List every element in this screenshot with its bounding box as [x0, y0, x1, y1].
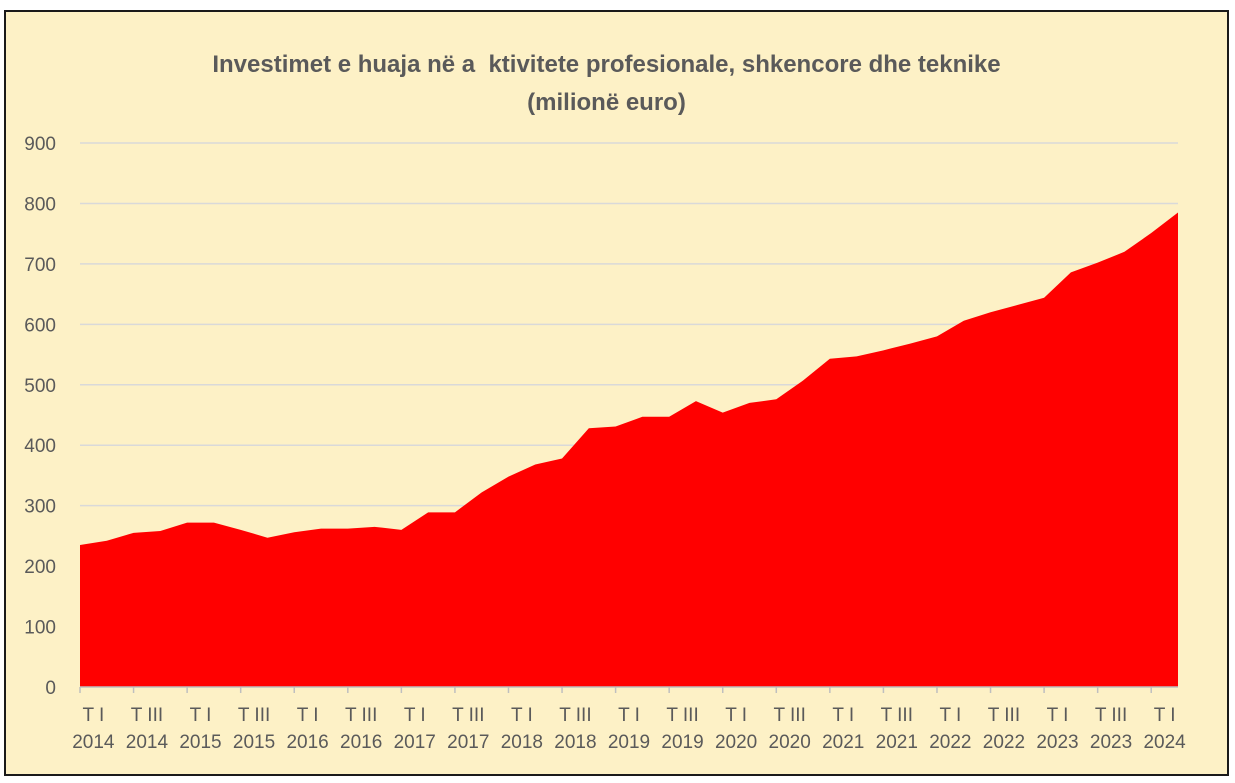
x-tick-label-quarter: T III: [452, 705, 484, 726]
x-tick-label-quarter: T I: [832, 705, 854, 726]
x-tick-label-quarter: T I: [1154, 705, 1176, 726]
x-tick-label-year: 2021: [876, 732, 918, 753]
x-tick-label-year: 2014: [126, 732, 169, 753]
y-tick-label: 700: [24, 255, 56, 276]
x-tick-label-year: 2016: [286, 732, 328, 753]
x-tick-label-year: 2019: [608, 732, 650, 753]
x-tick-label-quarter: T III: [773, 705, 805, 726]
x-tick-label-quarter: T I: [297, 705, 319, 726]
y-tick-label: 400: [24, 436, 56, 457]
y-tick-label: 800: [24, 194, 56, 215]
area-series: [80, 212, 1178, 687]
x-tick-label-year: 2017: [394, 732, 436, 753]
x-tick-label-quarter: T I: [939, 705, 961, 726]
y-tick-label: 300: [24, 497, 56, 518]
x-tick-label-year: 2017: [447, 732, 489, 753]
x-tick-label-year: 2019: [661, 732, 703, 753]
x-tick-label-year: 2020: [769, 732, 811, 753]
chart-title: Investimet e huaja në a ktivitete profes…: [6, 46, 1207, 122]
x-tick-label-year: 2018: [554, 732, 596, 753]
x-tick-label-quarter: T I: [725, 705, 747, 726]
x-tick-label-quarter: T III: [559, 705, 591, 726]
y-tick-label: 100: [24, 618, 56, 639]
x-tick-label-year: 2020: [715, 732, 757, 753]
x-tick-label-quarter: T III: [1095, 705, 1127, 726]
x-tick-label-quarter: T III: [131, 705, 163, 726]
x-tick-label-year: 2014: [72, 732, 115, 753]
x-tick-label-year: 2015: [179, 732, 221, 753]
x-tick-label-quarter: T III: [881, 705, 913, 726]
y-tick-label: 600: [24, 315, 56, 336]
x-tick-label-quarter: T I: [618, 705, 640, 726]
x-tick-label-year: 2022: [929, 732, 971, 753]
x-tick-label-year: 2022: [983, 732, 1025, 753]
x-tick-label-year: 2024: [1143, 732, 1186, 753]
x-tick-label-year: 2021: [822, 732, 864, 753]
x-tick-label-year: 2023: [1036, 732, 1078, 753]
x-tick-label-quarter: T I: [404, 705, 426, 726]
chart-subtitle: (milionë euro): [527, 89, 686, 116]
x-tick-label-quarter: T I: [82, 705, 104, 726]
x-tick-label-quarter: T III: [238, 705, 270, 726]
y-tick-label: 500: [24, 376, 56, 397]
x-tick-label-year: 2016: [340, 732, 382, 753]
x-tick-label-year: 2023: [1090, 732, 1132, 753]
x-tick-label-quarter: T III: [345, 705, 377, 726]
y-tick-label: 200: [24, 557, 56, 578]
area-chart: 0 100 200 300 400 500 600 700 800 900 T I 2014 T III…: [24, 134, 1186, 753]
x-tick-label-quarter: T III: [666, 705, 698, 726]
x-tick-label-quarter: T I: [511, 705, 533, 726]
y-tick-label: 900: [24, 134, 56, 155]
x-tick-label-year: 2015: [233, 732, 275, 753]
x-tick-label-quarter: T I: [190, 705, 212, 726]
y-tick-label: 0: [45, 678, 56, 699]
x-tick-label-year: 2018: [501, 732, 543, 753]
chart-title-line: Investimet e huaja në a ktivitete profes…: [212, 51, 1001, 78]
chart-frame: Investimet e huaja në a ktivitete profes…: [4, 10, 1229, 776]
x-tick-label-quarter: T III: [988, 705, 1020, 726]
x-tick-label-quarter: T I: [1047, 705, 1069, 726]
